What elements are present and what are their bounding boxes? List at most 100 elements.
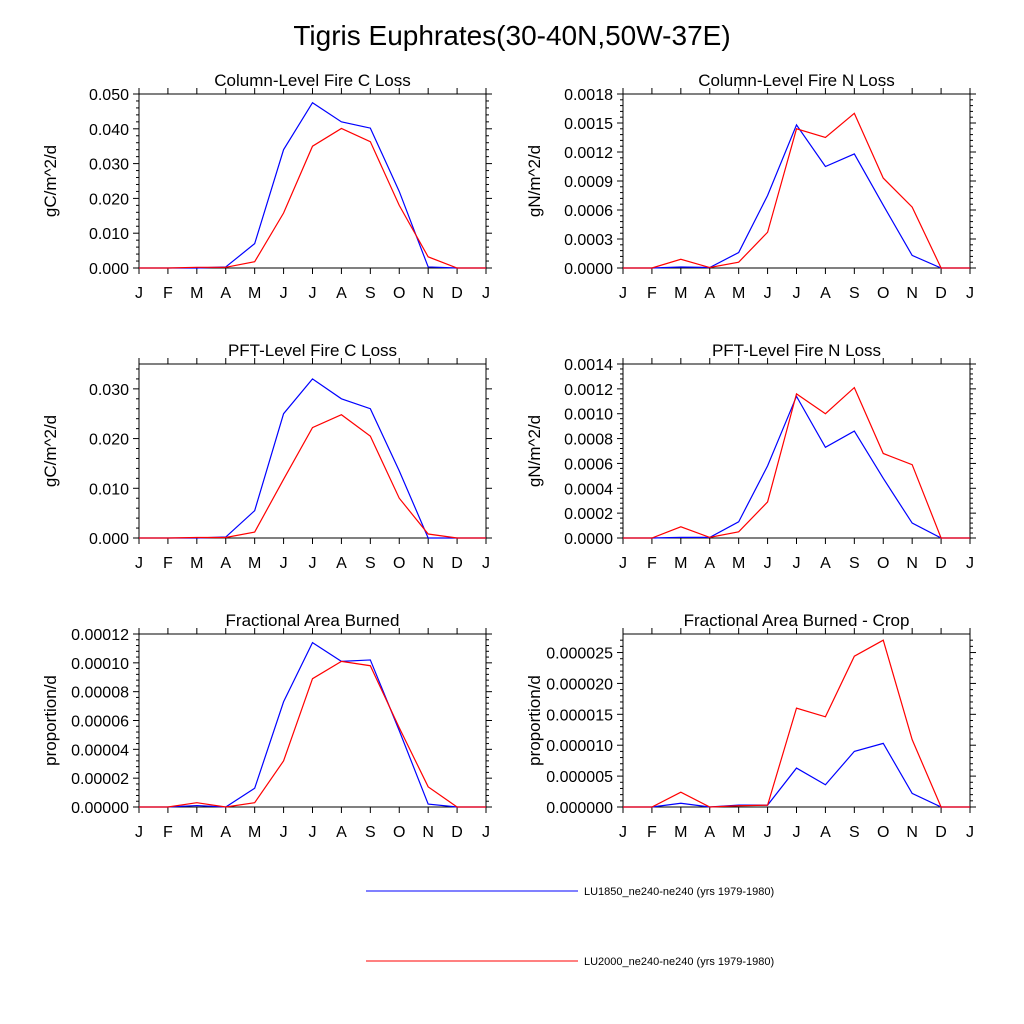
x-tick-label: J xyxy=(482,285,490,302)
y-tick-label: 0.0002 xyxy=(564,506,613,523)
y-tick-label: 0.020 xyxy=(89,432,129,449)
y-tick-label: 0.00006 xyxy=(71,714,129,731)
x-tick-label: M xyxy=(190,824,203,841)
x-tick-label: N xyxy=(422,285,434,302)
x-tick-label: J xyxy=(135,824,143,841)
x-tick-label: M xyxy=(190,555,203,572)
x-tick-label: J xyxy=(280,555,288,572)
y-axis-label: gN/m^2/d xyxy=(525,415,544,487)
x-tick-label: F xyxy=(163,555,173,572)
y-tick-label: 0.000005 xyxy=(546,769,613,786)
series-line-lu1850 xyxy=(623,394,970,539)
panel-6: Fractional Area Burned - Crop proportion/… xyxy=(525,611,976,841)
x-tick-label: O xyxy=(877,285,889,302)
x-tick-label: F xyxy=(647,285,657,302)
x-tick-label: O xyxy=(877,555,889,572)
series-line-lu1850 xyxy=(139,378,486,539)
y-tick-label: 0.0012 xyxy=(564,145,613,162)
x-tick-label: J xyxy=(309,555,317,572)
x-tick-label: J xyxy=(482,824,490,841)
x-tick-label: S xyxy=(849,555,860,572)
y-tick-label: 0.000 xyxy=(89,531,129,548)
x-tick-label: S xyxy=(849,285,860,302)
x-tick-label: A xyxy=(820,824,831,841)
y-tick-label: 0.0012 xyxy=(564,382,613,399)
y-tick-label: 0.010 xyxy=(89,226,129,243)
x-tick-label: J xyxy=(793,824,801,841)
x-tick-label: N xyxy=(422,824,434,841)
x-tick-label: J xyxy=(619,285,627,302)
x-tick-label: J xyxy=(135,285,143,302)
y-tick-label: 0.0000 xyxy=(564,531,613,548)
x-tick-label: M xyxy=(732,824,745,841)
y-tick-label: 0.00000 xyxy=(71,800,129,817)
y-tick-label: 0.010 xyxy=(89,481,129,498)
x-tick-label: A xyxy=(820,555,831,572)
series-line-lu1850 xyxy=(139,101,486,269)
legend-label: LU2000_ne240-ne240 (yrs 1979-1980) xyxy=(584,956,774,968)
x-tick-label: A xyxy=(336,824,347,841)
panel-2: Column-Level Fire N Loss gN/m^2/d 0.0000 0.… xyxy=(525,71,976,302)
figure-title: Tigris Euphrates(30-40N,50W-37E) xyxy=(293,20,731,51)
x-tick-label: O xyxy=(393,285,405,302)
legend-label: LU1850_ne240-ne240 (yrs 1979-1980) xyxy=(584,886,774,898)
y-tick-label: 0.00008 xyxy=(71,685,129,702)
y-tick-label: 0.020 xyxy=(89,191,129,208)
x-tick-label: M xyxy=(248,555,261,572)
x-tick-label: F xyxy=(163,824,173,841)
x-tick-label: M xyxy=(732,285,745,302)
x-tick-label: A xyxy=(704,555,715,572)
x-tick-label: N xyxy=(906,555,918,572)
y-tick-label: 0.0015 xyxy=(564,116,613,133)
x-tick-label: M xyxy=(248,824,261,841)
y-tick-label: 0.000015 xyxy=(546,707,613,724)
x-tick-label: J xyxy=(135,555,143,572)
y-tick-label: 0.030 xyxy=(89,382,129,399)
y-tick-label: 0.0018 xyxy=(564,87,613,104)
y-tick-label: 0.000000 xyxy=(546,800,613,817)
y-tick-label: 0.030 xyxy=(89,157,129,174)
x-tick-label: J xyxy=(309,824,317,841)
x-tick-label: O xyxy=(393,555,405,572)
x-tick-label: M xyxy=(732,555,745,572)
y-tick-label: 0.0000 xyxy=(564,261,613,278)
x-tick-label: M xyxy=(674,824,687,841)
x-tick-label: N xyxy=(906,285,918,302)
x-tick-label: J xyxy=(793,555,801,572)
x-tick-label: J xyxy=(966,824,974,841)
x-tick-label: O xyxy=(393,824,405,841)
panel-title: Column-Level Fire C Loss xyxy=(214,71,411,90)
x-tick-label: D xyxy=(451,285,463,302)
x-tick-label: N xyxy=(906,824,918,841)
x-tick-label: J xyxy=(280,285,288,302)
y-tick-label: 0.050 xyxy=(89,87,129,104)
x-tick-label: J xyxy=(280,824,288,841)
x-tick-label: S xyxy=(365,824,376,841)
x-tick-label: J xyxy=(793,285,801,302)
y-tick-label: 0.040 xyxy=(89,122,129,139)
x-tick-label: A xyxy=(220,555,231,572)
plot-frame xyxy=(138,633,487,808)
x-tick-label: J xyxy=(309,285,317,302)
y-tick-label: 0.000025 xyxy=(546,646,613,663)
x-tick-label: F xyxy=(163,285,173,302)
series-line-lu1850 xyxy=(623,742,970,808)
series-line-lu2000 xyxy=(139,127,486,269)
x-tick-label: J xyxy=(966,285,974,302)
x-tick-label: J xyxy=(619,824,627,841)
panel-title: Fractional Area Burned xyxy=(226,611,400,630)
x-tick-label: M xyxy=(248,285,261,302)
x-tick-label: D xyxy=(935,285,947,302)
y-tick-label: 0.00012 xyxy=(71,627,129,644)
x-tick-label: A xyxy=(704,824,715,841)
y-tick-label: 0.0008 xyxy=(564,432,613,449)
x-tick-label: A xyxy=(704,285,715,302)
panel-5: Fractional Area Burned proportion/d 0.0000… xyxy=(41,611,492,841)
x-tick-label: J xyxy=(482,555,490,572)
plot-frame xyxy=(622,93,971,269)
x-tick-label: A xyxy=(220,285,231,302)
legend-item-lu2000: LU2000_ne240-ne240 (yrs 1979-1980) xyxy=(366,956,774,968)
x-tick-label: J xyxy=(966,555,974,572)
series-line-lu2000 xyxy=(623,386,970,539)
